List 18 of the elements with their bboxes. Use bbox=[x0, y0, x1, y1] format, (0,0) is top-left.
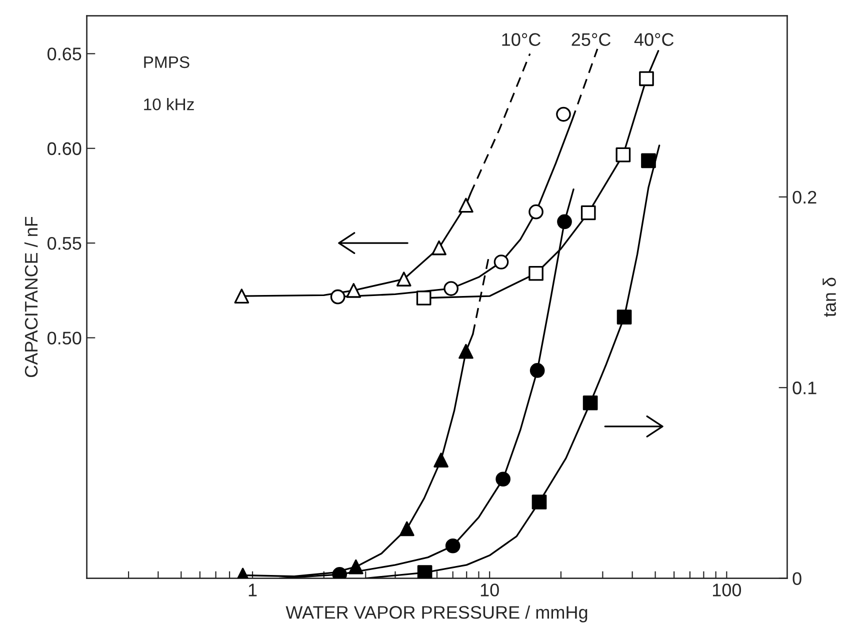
y-tick-label: 0.65 bbox=[48, 48, 82, 60]
x-tick-label: 100 bbox=[712, 584, 742, 596]
x-tick-label: 10 bbox=[480, 584, 499, 596]
y2-tick-label: 0.1 bbox=[792, 382, 816, 394]
annotation: PMPS bbox=[144, 56, 190, 68]
x-tick-label: 1 bbox=[248, 584, 257, 596]
annotation: 10 kHz bbox=[144, 98, 194, 110]
annotation: 25°C bbox=[572, 33, 611, 46]
y2-tick-label: 0.2 bbox=[792, 190, 816, 204]
x-axis-title: WATER VAPOR PRESSURE / mmHg bbox=[286, 606, 588, 622]
annotation: 40°C bbox=[634, 33, 674, 46]
y2-axis-title: tan δ bbox=[822, 278, 836, 317]
y2-tick-label: 0 bbox=[792, 572, 802, 585]
annotation: 10°C bbox=[502, 33, 541, 46]
y-axis-title: CAPACITANCE / nF bbox=[24, 216, 38, 378]
y-tick-label: 0.55 bbox=[48, 237, 82, 250]
y-tick-label: 0.60 bbox=[48, 142, 82, 156]
y-tick-label: 0.50 bbox=[48, 332, 82, 344]
